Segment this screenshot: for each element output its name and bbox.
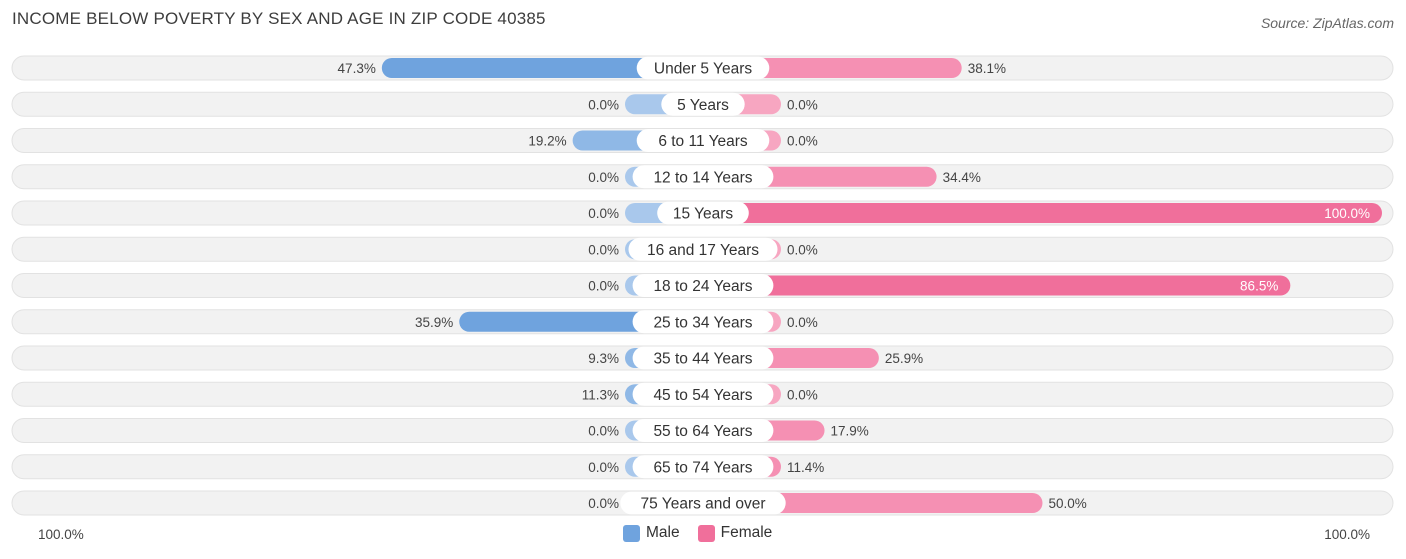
legend-swatch-male [623,524,640,542]
value-label-female: 34.4% [943,170,981,185]
category-label: 12 to 14 Years [653,169,752,186]
value-label-female: 0.0% [787,242,818,257]
value-label-male: 0.0% [588,206,619,221]
category-label-pill [636,56,770,80]
bar-male [381,58,703,78]
category-label-pill [661,92,745,116]
value-label-male: 0.0% [588,242,619,257]
category-label-pill [636,129,770,152]
legend-label-male: Male [646,524,680,541]
axis-left-label: 100.0% [38,527,84,542]
bar-female [703,275,1291,296]
category-label: 75 Years and over [641,496,766,513]
value-label-male: 0.0% [588,279,619,294]
chart-title: INCOME BELOW POVERTY BY SEX AND AGE IN Z… [12,9,546,28]
value-label-male: 11.3% [582,387,619,402]
category-label-pill [632,165,774,189]
value-label-female: 17.9% [831,424,869,439]
category-label-pill [628,237,778,261]
category-label-pill [620,491,786,515]
category-label: 65 to 74 Years [653,459,752,476]
value-label-female: 0.0% [787,97,818,112]
bar-female [703,493,1043,513]
value-label-female: 38.1% [968,61,1006,76]
category-label: 25 to 34 Years [653,314,752,331]
value-label-male: 0.0% [588,460,619,475]
value-label-male: 0.0% [588,170,619,185]
category-label-pill [632,274,774,297]
category-label-pill [632,310,774,334]
value-label-female: 25.9% [885,351,923,366]
value-label-female: 0.0% [787,315,818,330]
legend: Male Female [623,524,790,542]
chart-svg: Under 5 Years 47.3% 38.1% 5 Years 0.0% 0.0% 6 … [11,55,1394,516]
value-label-male: 19.2% [528,134,566,149]
category-label: 55 to 64 Years [653,423,752,440]
legend-label-female: Female [720,524,773,541]
value-label-female: 11.4% [787,460,824,475]
category-label: 6 to 11 Years [658,133,748,150]
category-label: 45 to 54 Years [653,387,752,404]
value-label-female: 0.0% [787,387,818,402]
legend-swatch-female [697,524,715,542]
value-label-male: 9.3% [588,351,619,366]
category-label: 5 Years [677,97,729,114]
category-label-pill [632,382,774,406]
value-label-female: 86.5% [1240,279,1278,294]
category-label: 35 to 44 Years [653,351,752,368]
legend-item-male: Male [623,524,680,542]
value-label-male: 0.0% [588,97,619,112]
category-label-pill [632,346,774,370]
value-label-male: 0.0% [588,496,619,511]
value-label-female: 0.0% [787,134,818,149]
source-note: Source: ZipAtlas.com [1260,15,1394,31]
category-label-pill [632,419,774,442]
axis-right-label: 100.0% [1324,527,1370,542]
value-label-female: 50.0% [1049,496,1087,511]
value-label-male: 47.3% [338,61,376,76]
category-label: 15 Years [673,206,734,223]
category-label: Under 5 Years [654,61,752,78]
category-label: 18 to 24 Years [653,278,752,295]
value-label-female: 100.0% [1324,206,1370,221]
category-label: 16 and 17 Years [647,242,759,259]
legend-item-female: Female [697,524,773,542]
bar-female [703,203,1382,223]
category-label-pill [632,455,774,479]
value-label-male: 0.0% [588,424,619,439]
category-label-pill [657,201,749,225]
value-label-male: 35.9% [415,315,453,330]
